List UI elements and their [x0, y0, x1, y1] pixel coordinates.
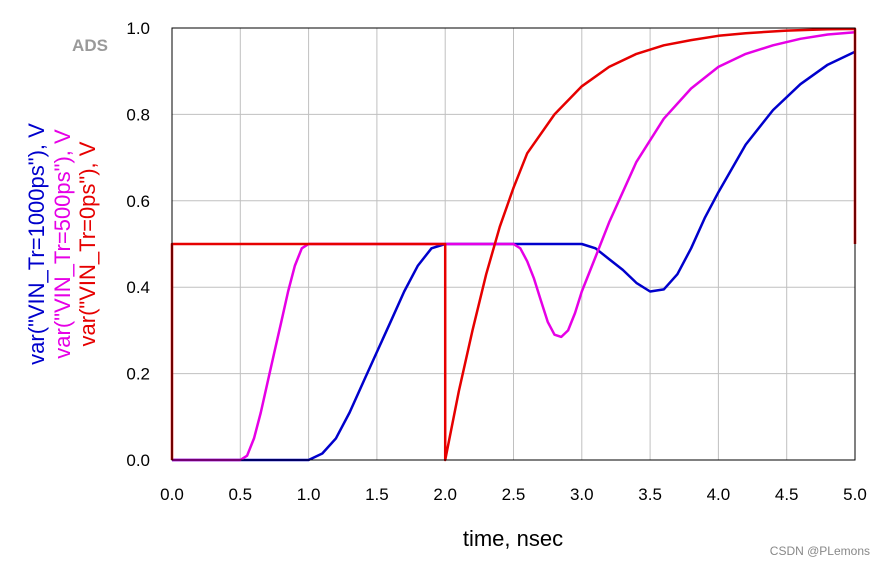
y-axis-label-2: var("VIN_Tr=0ps"), V	[75, 141, 100, 346]
watermark: CSDN @PLemons	[770, 544, 870, 558]
x-tick-label: 0.0	[160, 485, 184, 504]
x-tick-label: 1.0	[297, 485, 321, 504]
x-tick-label: 3.5	[638, 485, 662, 504]
x-tick-label: 4.0	[707, 485, 731, 504]
y-tick-labels: 0.0 0.2 0.4 0.6 0.8 1.0	[126, 19, 150, 470]
x-tick-label: 2.5	[502, 485, 526, 504]
ads-logo: ADS	[72, 36, 108, 55]
y-axis-label-1: var("VIN_Tr=500ps"), V	[50, 129, 75, 359]
x-tick-label: 5.0	[843, 485, 867, 504]
plot-frame	[171, 27, 856, 461]
y-tick-label: 1.0	[126, 19, 150, 38]
x-tick-label: 0.5	[228, 485, 252, 504]
x-axis-label: time, nsec	[463, 526, 563, 551]
y-tick-label: 0.0	[126, 451, 150, 470]
x-tick-labels: 0.0 0.5 1.0 1.5 2.0 2.5 3.0 3.5 4.0 4.5 5.0	[160, 485, 867, 504]
series-line-0	[172, 50, 856, 462]
x-tick-label: 3.0	[570, 485, 594, 504]
x-tick-label: 1.5	[365, 485, 389, 504]
x-tick-label: 2.0	[433, 485, 457, 504]
y-tick-label: 0.2	[126, 365, 150, 384]
series-line-1	[172, 31, 856, 462]
y-tick-label: 0.4	[126, 278, 150, 297]
x-tick-label: 4.5	[775, 485, 799, 504]
y-tick-label: 0.6	[126, 192, 150, 211]
series-group	[170, 27, 857, 462]
series-line-2	[170, 27, 857, 462]
y-tick-label: 0.8	[126, 105, 150, 124]
y-axis-label-0: var("VIN_Tr=1000ps"), V	[24, 123, 49, 365]
